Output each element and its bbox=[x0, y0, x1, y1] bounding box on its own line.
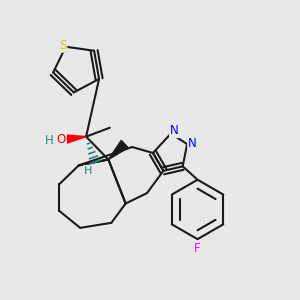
Polygon shape bbox=[62, 135, 86, 145]
Text: S: S bbox=[59, 39, 67, 52]
Text: H: H bbox=[84, 166, 92, 176]
Polygon shape bbox=[108, 140, 128, 160]
Text: H: H bbox=[45, 134, 53, 147]
Text: N: N bbox=[188, 137, 197, 150]
Text: F: F bbox=[194, 242, 201, 255]
Text: N: N bbox=[170, 124, 179, 137]
Text: O: O bbox=[57, 133, 66, 146]
